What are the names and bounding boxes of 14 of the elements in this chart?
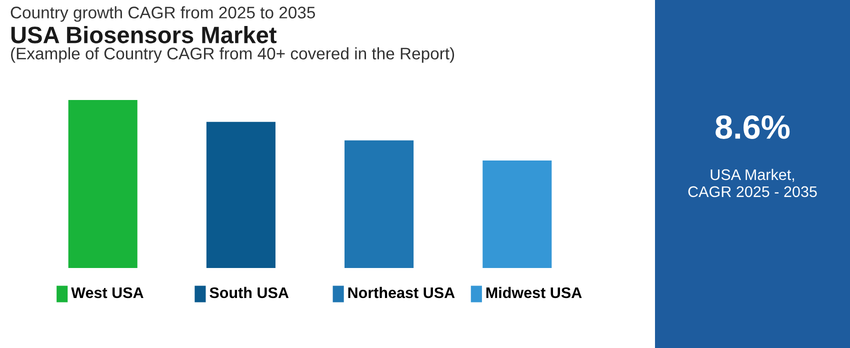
text: Country growth CAGR from 2025 to 2035 [10,6,316,22]
text: USA Market, [710,168,794,182]
chart-title: USA Biosensors Market [11,26,277,44]
bar [344,140,414,268]
x-tick-label: West USA [71,287,144,298]
x-tick-label: Midwest USA [486,286,582,298]
bar [206,122,276,268]
text: CAGR 2025 - 2035 [688,186,817,198]
x-tick-label: South USA [210,286,289,298]
text: 8.6% [716,115,790,139]
bar [482,160,552,268]
chart-subtitle: (Example of Country CAGR from 40+ covered in the Report) [11,47,454,63]
x-tick-label: Northeast USA [348,286,455,298]
bar [68,100,138,268]
